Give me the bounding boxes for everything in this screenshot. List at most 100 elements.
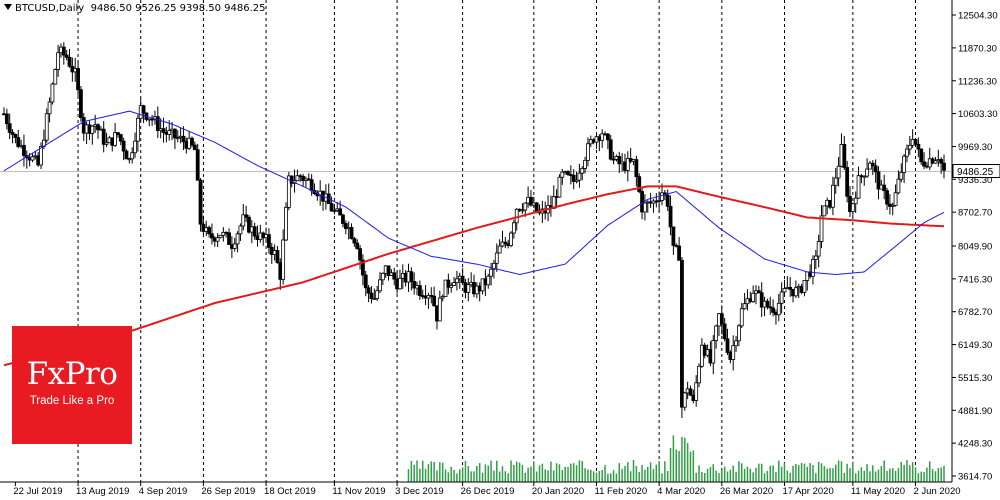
time-tick-label: 4 Sep 2019 xyxy=(139,486,188,497)
bearish-candle xyxy=(634,159,639,178)
bullish-candle xyxy=(643,202,647,213)
time-tick-label: 26 Mar 2020 xyxy=(720,486,773,497)
price-tick-label: 6782.70 xyxy=(958,307,992,318)
time-tick-label: 11 May 2020 xyxy=(851,486,905,497)
bearish-candle xyxy=(22,144,26,156)
bearish-candle xyxy=(96,124,100,131)
bullish-candle xyxy=(232,243,237,249)
bearish-candle xyxy=(207,227,211,235)
bullish-candle xyxy=(218,234,223,239)
bearish-candle xyxy=(252,226,257,237)
bullish-candle xyxy=(241,214,246,227)
bullish-candle xyxy=(856,175,861,199)
bearish-candle xyxy=(192,144,197,151)
bearish-candle xyxy=(338,208,343,216)
bearish-candle xyxy=(161,128,166,133)
bearish-candle xyxy=(460,275,465,284)
bullish-candle xyxy=(574,179,579,182)
bullish-candle xyxy=(737,325,741,342)
symbol-label: BTCUSD,Daily xyxy=(15,3,85,14)
bearish-candle xyxy=(922,161,926,167)
bullish-candle xyxy=(50,83,55,103)
volume-bars xyxy=(407,435,945,482)
bullish-candle xyxy=(560,171,565,178)
slow-moving-average-line xyxy=(3,185,945,367)
bearish-candle xyxy=(116,132,120,135)
bearish-candle xyxy=(788,286,793,290)
bullish-candle xyxy=(30,156,35,161)
bearish-candle xyxy=(566,171,570,175)
bullish-candle xyxy=(711,340,716,364)
bearish-candle xyxy=(719,313,724,325)
bullish-candle xyxy=(39,145,43,166)
bearish-candle xyxy=(529,196,533,206)
bearish-candle xyxy=(227,232,231,245)
bearish-candle xyxy=(10,132,15,135)
bullish-candle xyxy=(896,178,901,194)
bearish-candle xyxy=(329,203,334,212)
bullish-candle xyxy=(221,231,226,236)
bullish-candle xyxy=(494,252,499,264)
price-tick-label: 9969.30 xyxy=(958,142,992,153)
bullish-candle xyxy=(295,175,300,182)
bullish-candle xyxy=(793,287,798,297)
current-price-label: 9486.25 xyxy=(957,167,994,178)
bearish-candle xyxy=(688,388,693,396)
time-axis: 22 Jul 2019 13 Aug 2019 4 Sep 2019 26 Sep 2… xyxy=(13,482,961,497)
bullish-candle xyxy=(523,202,528,211)
bullish-candle xyxy=(822,205,827,217)
bullish-candle xyxy=(47,101,52,115)
collapse-triangle-icon[interactable] xyxy=(4,4,12,10)
bullish-candle xyxy=(734,340,738,347)
ohlc-values: 9486.50 9526.25 9398.50 9486.25 xyxy=(90,3,266,14)
bearish-candle xyxy=(725,338,730,353)
price-tick-label: 5515.30 xyxy=(958,373,992,384)
bullish-candle xyxy=(133,140,137,154)
bullish-candle xyxy=(850,203,855,213)
current-price-badge: 9486.25 xyxy=(952,164,1000,179)
bearish-candle xyxy=(67,56,72,67)
bullish-candle xyxy=(833,177,838,186)
bullish-candle xyxy=(284,206,288,241)
bullish-candle xyxy=(813,255,818,260)
bearish-candle xyxy=(101,128,106,145)
bullish-candle xyxy=(90,125,95,134)
bearish-candle xyxy=(352,238,357,244)
price-tick-label: 3614.70 xyxy=(958,472,992,483)
bearish-candle xyxy=(768,306,773,309)
bearish-candle xyxy=(913,139,918,145)
time-tick-label: 4 Mar 2020 xyxy=(657,486,705,497)
bullish-candle xyxy=(697,365,701,384)
price-tick-label: 6149.30 xyxy=(958,340,992,351)
bullish-candle xyxy=(127,158,132,161)
bearish-candle xyxy=(343,223,348,230)
bullish-candle xyxy=(56,52,61,70)
bullish-candle xyxy=(600,133,605,141)
bearish-candle xyxy=(181,135,186,143)
time-tick-label: 20 Jan 2020 xyxy=(532,486,584,497)
bearish-candle xyxy=(882,184,887,192)
logo-tagline: Trade Like a Pro xyxy=(29,395,115,407)
bearish-candle xyxy=(16,137,21,147)
time-tick-label: 26 Sep 2019 xyxy=(201,486,255,497)
bullish-candle xyxy=(907,144,912,150)
bullish-candle xyxy=(811,259,815,277)
bearish-candle xyxy=(363,274,368,289)
bearish-candle xyxy=(942,162,946,171)
bearish-candle xyxy=(366,287,371,294)
bearish-candle xyxy=(885,190,889,205)
bearish-candle xyxy=(341,214,345,224)
bullish-candle xyxy=(557,176,562,198)
bullish-candle xyxy=(742,303,747,310)
bullish-candle xyxy=(853,197,858,205)
price-tick-label: 10603.30 xyxy=(958,109,998,120)
bullish-candle xyxy=(816,241,821,257)
bearish-candle xyxy=(190,137,194,146)
bullish-candle xyxy=(902,155,907,173)
bullish-candle xyxy=(509,232,513,246)
bullish-candle xyxy=(714,325,719,341)
bullish-candle xyxy=(440,296,445,299)
bullish-candle xyxy=(890,204,895,207)
bearish-candle xyxy=(301,176,305,181)
bearish-candle xyxy=(534,202,539,213)
